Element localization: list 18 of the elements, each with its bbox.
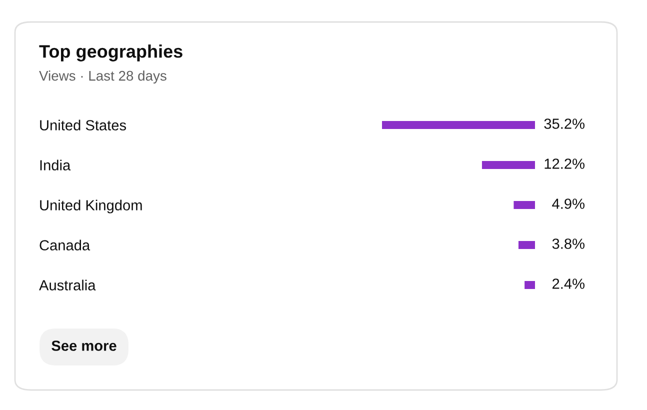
- data-label: 3.8%: [552, 238, 584, 249]
- data-label: 35.2%: [544, 118, 584, 129]
- bar: [382, 121, 535, 129]
- text: Top geographies: [39, 44, 182, 62]
- y-tick-label: India: [40, 160, 71, 170]
- data-label: 12.2%: [544, 158, 584, 169]
- bar: [524, 281, 535, 289]
- y-tick-label: United Kingdom: [40, 200, 142, 214]
- bar: [514, 201, 535, 209]
- y-tick-label: Canada: [40, 240, 90, 250]
- text: Views · Last 28 days: [39, 70, 166, 84]
- data-label: 4.9%: [552, 198, 584, 209]
- text: See more: [52, 340, 116, 351]
- bar: [482, 161, 535, 169]
- bar: [518, 241, 535, 249]
- y-tick-label: United States: [40, 120, 126, 130]
- data-label: 2.4%: [552, 278, 584, 289]
- y-tick-label: Australia: [39, 280, 96, 290]
